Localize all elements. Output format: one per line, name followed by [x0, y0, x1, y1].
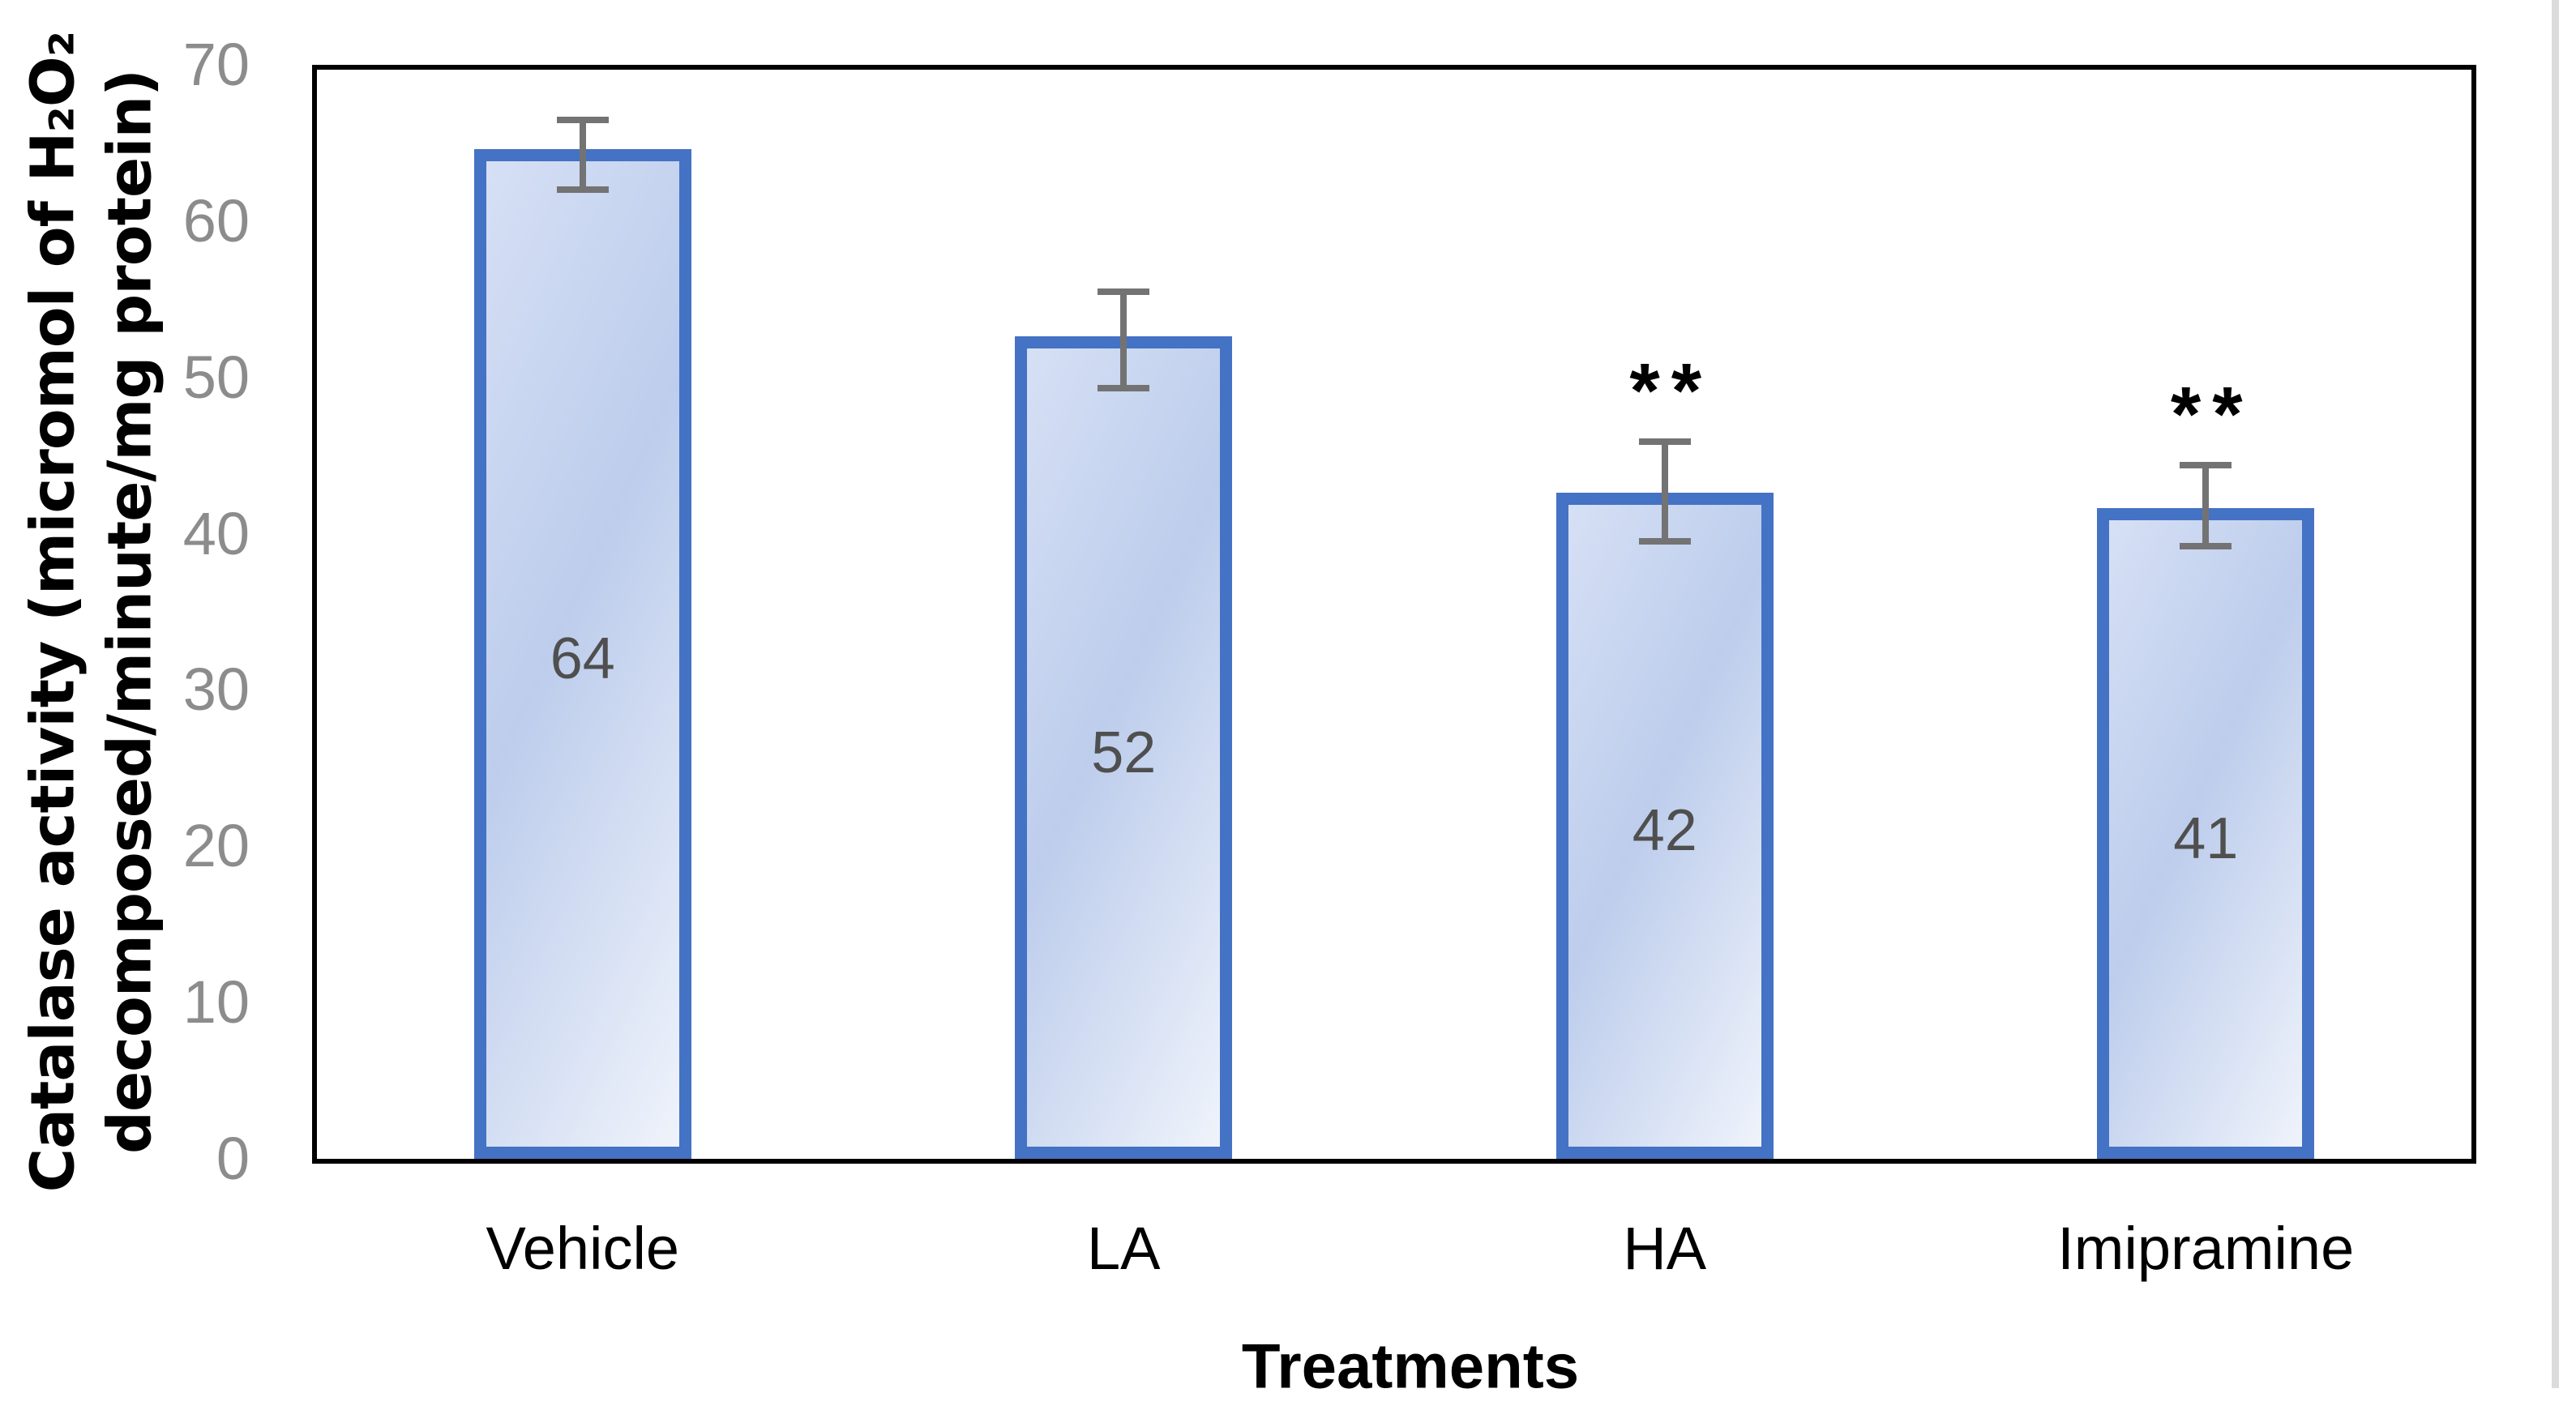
- y-tick-label: 50: [182, 343, 250, 411]
- error-bar-line: [2202, 464, 2210, 546]
- y-tick-label: 20: [182, 812, 250, 880]
- error-bar-top-cap: [556, 116, 609, 123]
- bar-value-label: 64: [550, 626, 615, 691]
- y-tick-label: 30: [182, 656, 250, 724]
- error-bar-top-cap: [1638, 438, 1691, 445]
- error-bar-top-cap: [1098, 288, 1150, 295]
- x-category-label: HA: [1623, 1215, 1707, 1282]
- bar: [1555, 493, 1774, 1159]
- significance-marker: **: [2170, 370, 2254, 458]
- error-bar-line: [1661, 441, 1668, 542]
- significance-marker: **: [1629, 347, 1714, 434]
- error-bar-line: [1120, 291, 1128, 389]
- y-tick-label: 60: [182, 186, 250, 254]
- y-tick-label: 40: [182, 499, 250, 567]
- error-bar-bottom-cap: [2180, 543, 2232, 549]
- page-edge-line: [2552, 0, 2559, 1388]
- error-bar-line: [579, 119, 586, 190]
- bar: [473, 148, 691, 1159]
- bar: [2097, 508, 2315, 1159]
- error-bar-bottom-cap: [1638, 538, 1691, 545]
- y-tick-label: 0: [216, 1125, 250, 1192]
- bar-value-label: 52: [1091, 720, 1157, 785]
- bar-value-label: 41: [2173, 806, 2239, 871]
- x-category-label: LA: [1086, 1215, 1161, 1282]
- x-category-label: Imipramine: [2057, 1215, 2355, 1282]
- error-bar-bottom-cap: [556, 186, 609, 194]
- error-bar-top-cap: [2180, 461, 2232, 468]
- bar: [1015, 336, 1233, 1159]
- y-tick-label: 70: [182, 31, 250, 98]
- error-bar-bottom-cap: [1098, 385, 1150, 392]
- bar-value-label: 42: [1632, 798, 1697, 863]
- y-tick-label: 10: [182, 968, 250, 1036]
- x-axis-title: Treatments: [1241, 1330, 1580, 1402]
- x-category-label: Vehicle: [486, 1215, 680, 1282]
